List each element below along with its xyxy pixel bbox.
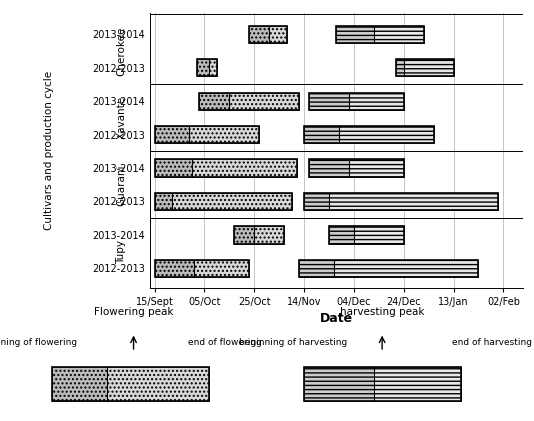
Text: beginning of flowering: beginning of flowering (0, 338, 77, 347)
Bar (299, 260, 478, 277)
Text: Tupy: Tupy (116, 240, 127, 264)
Bar (309, 160, 404, 177)
Bar (404, 59, 453, 77)
Bar (304, 367, 461, 401)
Bar (304, 193, 498, 210)
Bar (192, 160, 296, 177)
Bar (349, 160, 404, 177)
Bar (354, 226, 404, 244)
Bar (304, 193, 329, 210)
Bar (52, 367, 107, 401)
Bar (154, 160, 296, 177)
Text: harvesting peak: harvesting peak (340, 306, 425, 317)
Bar (249, 26, 287, 43)
X-axis label: Date: Date (320, 312, 353, 325)
Bar (52, 367, 209, 401)
Bar (154, 193, 172, 210)
Bar (197, 59, 217, 77)
Y-axis label: Cultivars and production cycle: Cultivars and production cycle (44, 71, 53, 230)
Bar (304, 126, 339, 143)
Bar (309, 93, 349, 110)
Bar (154, 126, 259, 143)
Bar (396, 59, 453, 77)
Bar (107, 367, 209, 401)
Bar (154, 260, 249, 277)
Bar (249, 26, 269, 43)
Bar (309, 160, 349, 177)
Bar (329, 226, 354, 244)
Bar (154, 260, 194, 277)
Bar (329, 193, 498, 210)
Bar (269, 26, 287, 43)
Bar (209, 59, 217, 77)
Bar (339, 126, 434, 143)
Bar (334, 260, 478, 277)
Bar (304, 367, 374, 401)
Bar (234, 226, 254, 244)
Bar (299, 260, 334, 277)
Bar (309, 93, 404, 110)
Bar (172, 193, 292, 210)
Bar (329, 226, 404, 244)
Bar (154, 126, 190, 143)
Bar (336, 26, 423, 43)
Bar (336, 26, 374, 43)
Text: Cherokee: Cherokee (116, 27, 127, 76)
Text: beginning of harvesting: beginning of harvesting (239, 338, 347, 347)
Text: end of flowering: end of flowering (188, 338, 262, 347)
Bar (190, 126, 259, 143)
Bar (304, 126, 434, 143)
Bar (396, 59, 404, 77)
Bar (199, 93, 229, 110)
Bar (194, 260, 249, 277)
Bar (234, 226, 284, 244)
Bar (374, 367, 461, 401)
Text: Flowering peak: Flowering peak (94, 306, 174, 317)
Text: end of harvesting: end of harvesting (452, 338, 532, 347)
Text: Xavante: Xavante (116, 96, 127, 139)
Text: Guarani: Guarani (116, 164, 127, 205)
Bar (254, 226, 284, 244)
Bar (199, 93, 299, 110)
Bar (374, 26, 423, 43)
Bar (349, 93, 404, 110)
Bar (197, 59, 209, 77)
Bar (154, 193, 292, 210)
Bar (154, 160, 192, 177)
Bar (229, 93, 299, 110)
